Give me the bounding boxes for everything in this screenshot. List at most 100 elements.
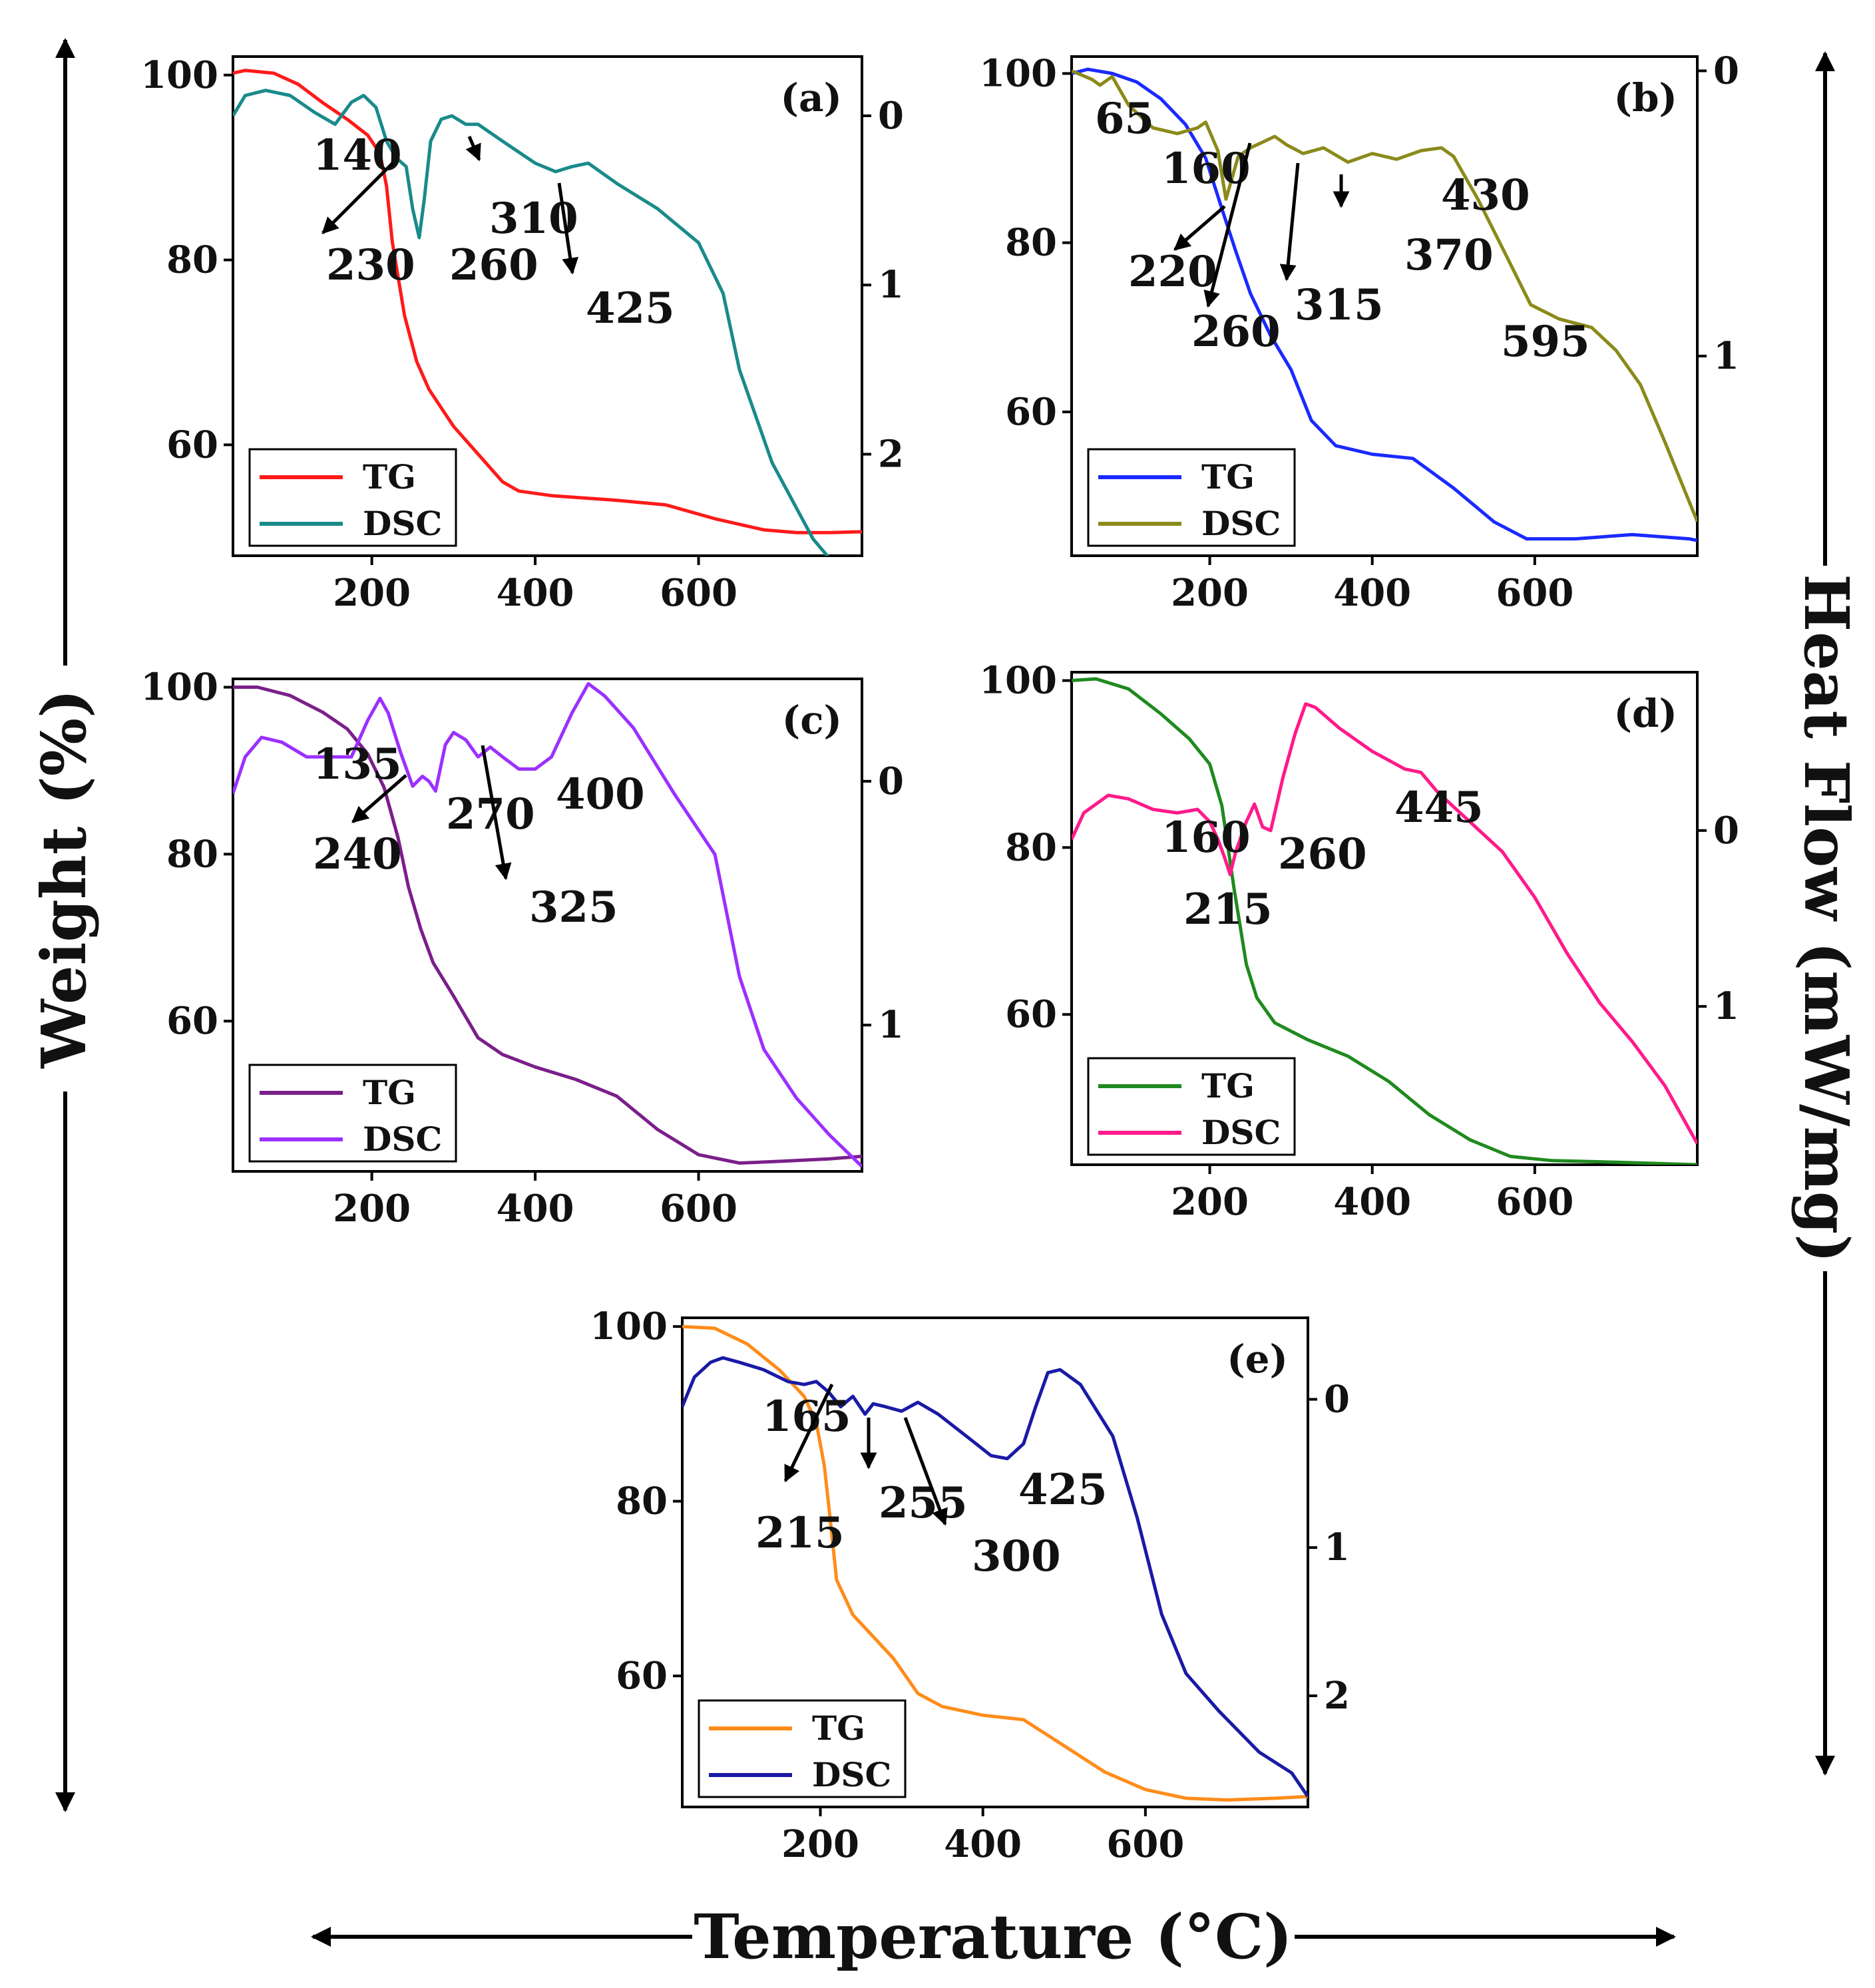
peak-annotation: 400 bbox=[556, 769, 645, 819]
peak-annotation: 135 bbox=[313, 739, 402, 789]
annotation-arrow bbox=[783, 1383, 834, 1483]
y2-tick-label: 2 bbox=[878, 432, 904, 476]
y2-tick-label: 0 bbox=[878, 94, 904, 138]
peak-annotation: 160 bbox=[1161, 813, 1251, 863]
legend-box bbox=[248, 1064, 457, 1163]
legend-box bbox=[698, 1699, 907, 1798]
x-tick-label: 200 bbox=[1171, 1180, 1249, 1224]
y2-tick-label: 0 bbox=[878, 759, 904, 803]
x-tick-label: 600 bbox=[1496, 571, 1573, 615]
peak-annotation: 315 bbox=[1295, 280, 1384, 330]
peak-annotation: 230 bbox=[326, 240, 415, 290]
peak-annotation: 220 bbox=[1128, 247, 1217, 297]
annotation-arrow bbox=[557, 182, 579, 275]
y2-tick-label: 2 bbox=[1324, 1674, 1350, 1718]
plot-frame bbox=[232, 678, 863, 1173]
series-line-tg bbox=[1072, 67, 1697, 542]
legend-entry: DSC bbox=[1201, 504, 1281, 543]
y2-tick-label: 1 bbox=[878, 263, 904, 307]
temperature-axis-title: Temperature (°C) bbox=[694, 1901, 1292, 1973]
y-tick-label: 60 bbox=[166, 999, 218, 1043]
panel-label: (c) bbox=[782, 697, 842, 743]
x-tick-label: 600 bbox=[1496, 1180, 1573, 1224]
peak-annotation: 325 bbox=[529, 883, 618, 932]
peak-annotation: 425 bbox=[586, 284, 675, 333]
peak-annotation: 140 bbox=[313, 130, 402, 180]
y-tick-label: 100 bbox=[979, 51, 1057, 95]
series-line-tg bbox=[233, 69, 862, 534]
x-tick-label: 400 bbox=[497, 571, 574, 615]
peak-annotation: 255 bbox=[879, 1478, 968, 1528]
legend-entry: TG bbox=[363, 457, 416, 497]
x-tick-label: 200 bbox=[333, 571, 411, 615]
annotation-arrow bbox=[1279, 162, 1300, 282]
legend-entry: DSC bbox=[363, 504, 442, 543]
legend-entry: TG bbox=[1201, 457, 1255, 497]
annotation-arrow bbox=[903, 1417, 948, 1526]
panel-c: 200 400 600608010001(c)TGDSC13524027032540… bbox=[140, 666, 904, 1231]
panel-label: (d) bbox=[1614, 691, 1677, 736]
y2-tick-label: 0 bbox=[1324, 1378, 1350, 1422]
legend-entry: DSC bbox=[812, 1755, 891, 1794]
panel-label: (a) bbox=[781, 75, 842, 120]
y2-tick-label: 1 bbox=[1713, 984, 1739, 1028]
x-tick-label: 400 bbox=[497, 1187, 574, 1231]
y2-tick-label: 1 bbox=[878, 1003, 904, 1047]
legend-entry: DSC bbox=[363, 1119, 442, 1159]
peak-annotation: 215 bbox=[755, 1508, 845, 1558]
series-line-dsc bbox=[233, 682, 862, 1168]
series-line-dsc bbox=[1072, 69, 1697, 522]
x-tick-label: 200 bbox=[1171, 571, 1249, 615]
legend-entry: TG bbox=[812, 1708, 865, 1748]
peak-annotation: 445 bbox=[1394, 783, 1484, 833]
y-tick-label: 60 bbox=[166, 423, 218, 467]
peak-annotation: 430 bbox=[1441, 170, 1530, 220]
peak-annotation: 240 bbox=[313, 829, 402, 879]
y-tick-label: 80 bbox=[1005, 221, 1057, 265]
x-tick-label: 400 bbox=[1333, 571, 1411, 615]
panel-e: 200 400 6006080100012(e)TGDSC1652152553004… bbox=[590, 1304, 1350, 1866]
x-tick-label: 200 bbox=[333, 1187, 411, 1231]
plot-frame bbox=[1070, 55, 1699, 557]
y-tick-label: 100 bbox=[979, 659, 1057, 703]
annotation-arrow bbox=[1203, 142, 1252, 308]
legend-box bbox=[1087, 1057, 1296, 1156]
peak-annotation: 260 bbox=[1191, 307, 1281, 357]
peak-annotation: 595 bbox=[1501, 317, 1590, 367]
peak-annotation: 215 bbox=[1183, 885, 1273, 934]
annotation-arrow bbox=[1173, 205, 1226, 251]
panel-label: (e) bbox=[1227, 1336, 1288, 1382]
plot-frame bbox=[1070, 671, 1699, 1166]
peak-annotation: 260 bbox=[1278, 829, 1367, 879]
plot-frame bbox=[681, 1316, 1309, 1808]
series-line-dsc bbox=[233, 89, 830, 556]
x-tick-label: 600 bbox=[660, 571, 737, 615]
annotation-arrow bbox=[465, 136, 481, 162]
series-line-dsc bbox=[682, 1356, 1308, 1798]
y-tick-label: 80 bbox=[616, 1480, 668, 1523]
peak-annotation: 260 bbox=[449, 240, 538, 290]
heatflow-axis-title: Heat Flow (mW/mg) bbox=[1790, 574, 1862, 1263]
annotation-arrow bbox=[351, 774, 407, 823]
y-tick-label: 80 bbox=[1005, 825, 1057, 869]
weight-axis-title: Weight (%) bbox=[28, 689, 100, 1069]
legend-entry: TG bbox=[363, 1073, 416, 1112]
peak-annotation: 300 bbox=[972, 1531, 1061, 1581]
y2-tick-label: 0 bbox=[1713, 809, 1739, 853]
series-line-tg bbox=[1072, 677, 1697, 1165]
panel-label: (b) bbox=[1614, 75, 1677, 120]
y2-tick-label: 0 bbox=[1713, 49, 1739, 93]
y2-tick-label: 1 bbox=[1324, 1525, 1350, 1569]
legend-entry: TG bbox=[1201, 1066, 1255, 1105]
y-tick-label: 100 bbox=[590, 1304, 668, 1348]
y-tick-label: 80 bbox=[166, 832, 218, 876]
y-tick-label: 100 bbox=[140, 53, 218, 97]
series-line-dsc bbox=[1072, 702, 1697, 1145]
y-tick-label: 60 bbox=[1005, 390, 1057, 434]
x-tick-label: 600 bbox=[1106, 1822, 1184, 1866]
y-tick-label: 60 bbox=[1005, 992, 1057, 1036]
peak-annotation: 370 bbox=[1404, 230, 1494, 280]
legend-box bbox=[1087, 448, 1296, 547]
